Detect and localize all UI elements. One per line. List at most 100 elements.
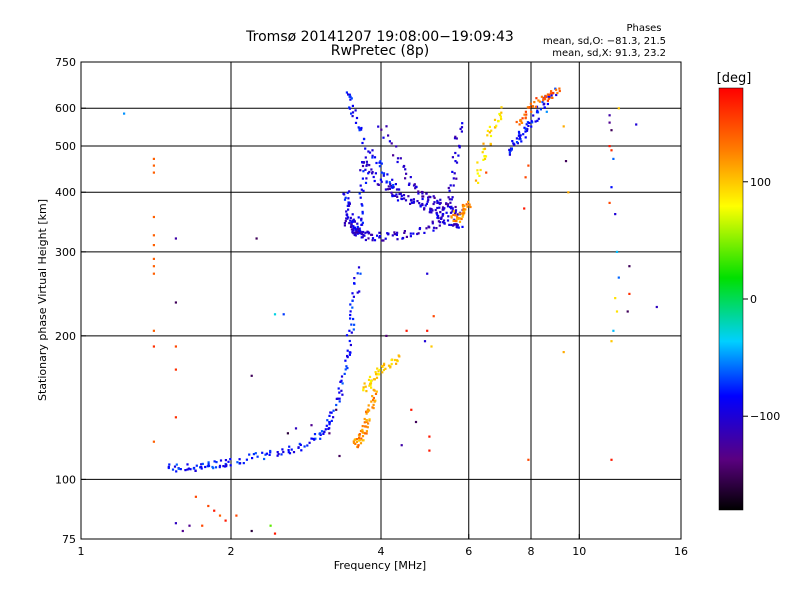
data-point	[341, 393, 344, 396]
data-point	[380, 180, 383, 183]
data-point	[541, 100, 544, 104]
data-point	[451, 196, 454, 199]
data-point	[365, 420, 368, 424]
data-point	[364, 231, 367, 234]
data-point	[362, 439, 365, 442]
data-point	[385, 334, 388, 337]
data-point	[352, 226, 355, 229]
data-point	[474, 179, 478, 182]
data-point	[454, 219, 457, 223]
y-tick-label: 300	[55, 246, 76, 259]
data-point	[426, 329, 429, 332]
data-point	[421, 204, 424, 207]
data-point	[348, 201, 351, 204]
data-point	[207, 504, 210, 508]
data-point	[335, 403, 338, 407]
data-point	[449, 211, 453, 214]
y-tick-label: 200	[55, 330, 76, 343]
data-point	[152, 440, 155, 443]
chart-subtitle: RwPretec (8p)	[331, 43, 429, 59]
data-point	[207, 463, 210, 466]
data-point	[525, 123, 528, 126]
data-point	[200, 466, 203, 469]
data-point	[428, 195, 431, 198]
data-point	[458, 145, 461, 148]
data-point	[540, 95, 543, 98]
data-point	[396, 359, 399, 362]
data-point	[457, 217, 460, 220]
data-point	[371, 395, 374, 398]
data-point	[385, 125, 388, 128]
data-point	[500, 106, 503, 109]
data-point	[450, 207, 453, 210]
y-tick-label: 400	[55, 186, 76, 199]
data-point	[562, 351, 565, 354]
data-point	[527, 458, 530, 461]
data-point	[525, 129, 529, 132]
data-point	[380, 171, 383, 174]
data-point	[179, 468, 182, 471]
data-point	[280, 453, 283, 456]
data-point	[367, 422, 370, 425]
data-point	[458, 212, 461, 215]
data-point	[456, 224, 459, 227]
data-point	[348, 190, 351, 193]
data-point	[350, 97, 353, 100]
data-point	[519, 137, 522, 141]
data-point	[432, 229, 435, 232]
data-point	[365, 410, 368, 413]
data-point	[442, 208, 445, 211]
data-point	[368, 384, 371, 387]
data-point	[441, 206, 445, 209]
data-point	[349, 303, 352, 306]
data-point	[414, 420, 418, 424]
data-point	[363, 234, 366, 237]
data-point	[518, 136, 521, 139]
data-point	[288, 452, 292, 455]
data-point	[468, 203, 471, 206]
data-point	[264, 453, 267, 456]
data-point	[375, 376, 379, 379]
data-point	[361, 221, 364, 224]
data-point	[292, 451, 296, 454]
data-point	[351, 231, 354, 234]
data-point	[412, 184, 416, 187]
data-point	[360, 236, 363, 239]
data-point	[454, 209, 458, 212]
phase-colorbar: [deg] 100 0 −100	[717, 71, 780, 511]
data-point	[567, 191, 570, 194]
data-point	[544, 94, 547, 97]
data-point	[361, 428, 364, 431]
data-point	[328, 432, 331, 435]
data-point	[517, 130, 521, 133]
data-point	[337, 387, 340, 390]
data-point	[453, 172, 456, 175]
data-point	[460, 130, 463, 133]
data-point	[175, 470, 178, 473]
data-point	[452, 184, 455, 187]
data-point	[152, 329, 155, 332]
data-point	[371, 237, 375, 240]
data-point	[341, 382, 344, 385]
data-point	[434, 208, 437, 212]
data-point	[175, 463, 178, 466]
data-point	[218, 466, 221, 469]
data-point	[361, 141, 364, 145]
data-point	[356, 222, 359, 225]
data-point	[397, 354, 400, 357]
data-point	[367, 232, 370, 235]
data-point	[453, 137, 457, 140]
data-point	[425, 192, 428, 195]
data-point	[396, 231, 399, 234]
data-point	[328, 421, 331, 424]
data-point	[373, 239, 377, 242]
data-point	[369, 382, 373, 385]
data-point	[455, 137, 458, 140]
data-point	[353, 226, 357, 229]
data-point	[448, 198, 451, 201]
data-point	[224, 459, 227, 462]
data-point	[214, 466, 218, 469]
data-point	[344, 219, 347, 223]
data-point	[365, 432, 368, 435]
data-point	[242, 462, 245, 465]
